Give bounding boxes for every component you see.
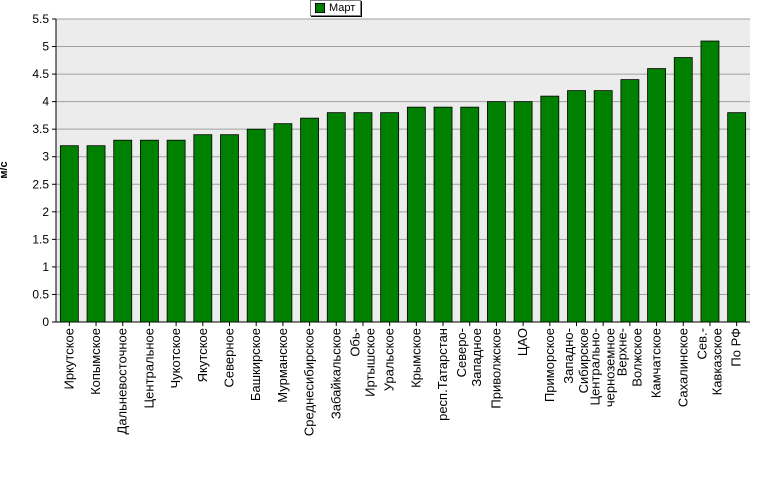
- bar: [647, 68, 666, 323]
- x-tick-label: Среднесибирское: [302, 328, 317, 436]
- bar: [86, 145, 106, 323]
- x-tick-label: Приморское: [542, 328, 557, 402]
- x-tick-label: Северо-: [454, 328, 469, 377]
- bar: [673, 57, 693, 323]
- bar: [700, 40, 720, 323]
- y-tick-label: 4.5: [32, 67, 49, 81]
- x-tick-label: Волжское: [629, 328, 644, 387]
- bar: [620, 79, 640, 323]
- x-tick-label: Дальневосточное: [115, 328, 130, 434]
- x-tick-label: Крымское: [408, 328, 423, 388]
- x-tick-label: Чукотское: [168, 328, 183, 389]
- plot-area: [56, 19, 750, 322]
- bar: [433, 106, 453, 323]
- x-tick-label: ЦАО: [515, 328, 530, 356]
- bar: [220, 134, 239, 323]
- bar: [727, 112, 747, 323]
- bar: [513, 101, 533, 323]
- y-tick-label: 3: [42, 150, 49, 164]
- x-tick-label: черноземное: [603, 328, 618, 407]
- bar: [380, 112, 400, 323]
- x-tick-label: Обь-: [347, 328, 362, 357]
- x-tick-label: Сахалинское: [675, 328, 690, 407]
- x-tick-label: респ.Татарстан: [435, 328, 450, 421]
- y-tick-label: 1.5: [32, 232, 49, 246]
- bar: [593, 90, 613, 323]
- x-tick-label: По РФ: [729, 328, 744, 367]
- y-tick-label: 5.5: [32, 12, 49, 26]
- x-tick-label: Камчатское: [649, 328, 664, 398]
- x-tick-label: Западное: [469, 328, 484, 387]
- x-tick-label: Кавказское: [709, 328, 724, 395]
- bar: [193, 134, 213, 323]
- x-tick-label: Башкирское: [248, 328, 263, 401]
- bar: [113, 139, 133, 323]
- x-tick-label: Якутское: [195, 328, 210, 382]
- x-tick-label: Центрально-: [588, 328, 603, 406]
- y-tick-label: 4: [42, 95, 49, 109]
- bar: [140, 139, 159, 323]
- x-tick-label: Верхне-: [614, 328, 629, 376]
- bar: [406, 106, 426, 323]
- y-tick-label: 0.5: [32, 287, 49, 301]
- x-tick-label: Уральское: [382, 328, 397, 391]
- bar: [246, 128, 266, 323]
- y-tick-label: 2.5: [32, 177, 49, 191]
- legend-swatch: [315, 3, 325, 13]
- y-tick-label: 0: [42, 315, 49, 329]
- x-tick-label: Забайкальское: [328, 328, 343, 419]
- y-tick-label: 3.5: [32, 122, 49, 136]
- bar: [567, 90, 586, 323]
- x-tick-label: Центральное: [141, 328, 156, 408]
- y-tick-label: 5: [42, 40, 49, 54]
- bar: [487, 101, 506, 323]
- x-tick-label: Северное: [222, 328, 237, 387]
- bar: [540, 95, 560, 323]
- bar: [326, 112, 346, 323]
- x-tick-label: Западно-: [561, 328, 576, 384]
- bar: [460, 106, 480, 323]
- x-tick-label: Мурманское: [275, 328, 290, 403]
- x-tick-label: Приволжское: [488, 328, 503, 409]
- legend-label: Март: [329, 2, 356, 14]
- bar: [273, 123, 293, 323]
- bar: [300, 117, 319, 323]
- y-tick-label: 2: [42, 205, 49, 219]
- legend: Март: [310, 0, 362, 16]
- x-tick-label: Иртышское: [362, 328, 377, 397]
- x-tick-label: Иркутское: [61, 328, 76, 390]
- bar: [59, 145, 79, 323]
- x-tick-label: Сев.-: [694, 328, 709, 359]
- y-tick-label: 1: [42, 260, 49, 274]
- bar: [353, 112, 373, 323]
- x-tick-label: Сибирское: [576, 328, 591, 393]
- bar: [166, 139, 186, 323]
- x-tick-label: Копымское: [88, 328, 103, 395]
